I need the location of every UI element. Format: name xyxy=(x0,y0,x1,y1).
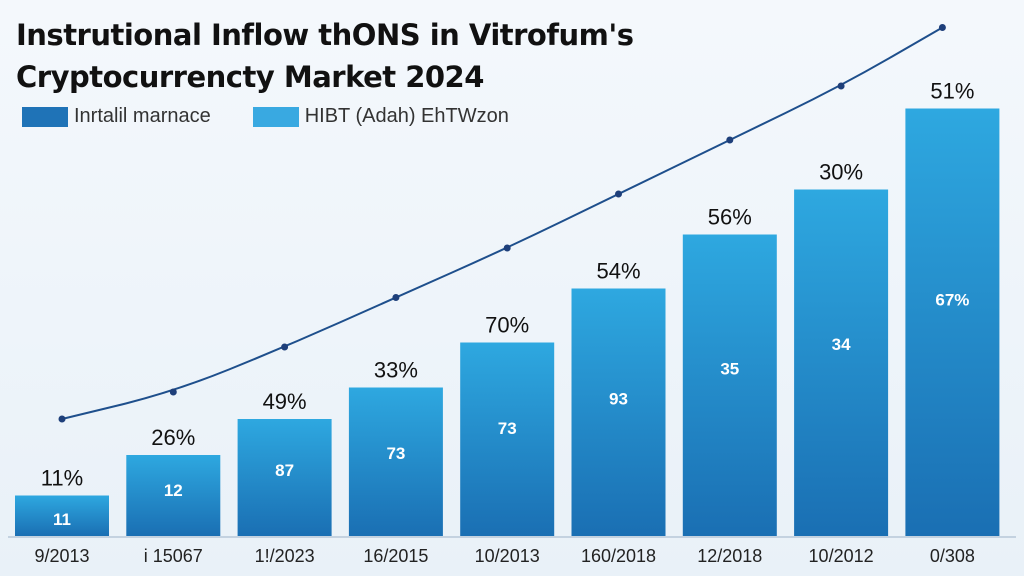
trend-point-8 xyxy=(938,24,946,31)
legend: Inrtalil marnace HIBT (Adah) EhTWzon xyxy=(22,105,551,128)
trend-point-0 xyxy=(58,415,66,423)
legend-item-1: Inrtalil marnace xyxy=(22,105,211,128)
trend-line xyxy=(61,26,943,420)
x-tick-label-5: 160/2018 xyxy=(581,546,656,566)
trend-point-7 xyxy=(837,82,845,90)
bar-top-label-0: 11% xyxy=(41,466,83,491)
bar-top-label-1: 26% xyxy=(151,425,195,450)
chart-title-line-2: Cryptocurrencty Market 2024 xyxy=(16,60,484,94)
trend-point-1 xyxy=(169,388,177,396)
legend-swatch-1 xyxy=(22,106,68,127)
bar-7 xyxy=(794,189,889,536)
legend-item-2: HIBT (Adah) EhTWzon xyxy=(252,105,509,128)
bar-6 xyxy=(682,234,777,536)
bar-3 xyxy=(348,387,443,536)
legend-swatch-2 xyxy=(252,106,299,127)
x-tick-label-6: 12/2018 xyxy=(697,546,762,566)
bar-value-label-0: 11 xyxy=(53,510,71,529)
bar-value-label-8: 67% xyxy=(935,290,969,309)
bar-top-label-2: 49% xyxy=(263,389,307,414)
bar-5 xyxy=(571,288,666,536)
bar-value-label-1: 12 xyxy=(164,481,183,500)
bar-value-label-6: 35 xyxy=(720,360,739,379)
x-tick-label-2: 1!/2023 xyxy=(255,546,315,566)
legend-label-1: Inrtalil marnace xyxy=(74,105,211,127)
x-tick-label-8: 0/308 xyxy=(930,546,975,566)
bar-value-label-7: 34 xyxy=(832,335,851,354)
bar-top-label-5: 54% xyxy=(596,259,640,284)
bar-value-label-2: 87 xyxy=(275,461,294,480)
chart-title: Instrutional Inflow thONS in Vitrofum's … xyxy=(16,14,634,98)
legend-label-2: HIBT (Adah) EhTWzon xyxy=(304,105,509,127)
bar-top-label-3: 33% xyxy=(374,358,418,383)
bar-value-label-5: 93 xyxy=(609,389,628,408)
bar-2 xyxy=(237,419,332,536)
x-tick-label-4: 10/2013 xyxy=(475,546,540,566)
bar-1 xyxy=(126,455,221,536)
x-tick-label-3: 16/2015 xyxy=(363,546,428,566)
trend-point-5 xyxy=(615,190,622,198)
bar-0 xyxy=(15,495,109,536)
trend-point-3 xyxy=(392,294,400,301)
trend-point-6 xyxy=(726,136,734,144)
x-tick-label-0: 9/2013 xyxy=(34,546,89,566)
x-tick-label-7: 10/2012 xyxy=(809,546,874,566)
bar-top-label-8: 51% xyxy=(930,79,974,104)
bar-value-label-4: 73 xyxy=(498,419,517,438)
bar-4 xyxy=(460,342,555,536)
x-tick-label-1: i 15067 xyxy=(144,546,203,566)
chart-title-line-1: Instrutional Inflow thONS in Vitrofum's xyxy=(16,18,634,52)
bar-value-label-3: 73 xyxy=(386,444,405,463)
bar-top-label-4: 70% xyxy=(485,313,529,338)
trend-point-4 xyxy=(503,244,511,252)
bar-top-label-7: 30% xyxy=(819,160,863,185)
bar-top-label-6: 56% xyxy=(708,205,752,230)
bar-8 xyxy=(905,108,1000,536)
trend-point-2 xyxy=(281,343,289,351)
